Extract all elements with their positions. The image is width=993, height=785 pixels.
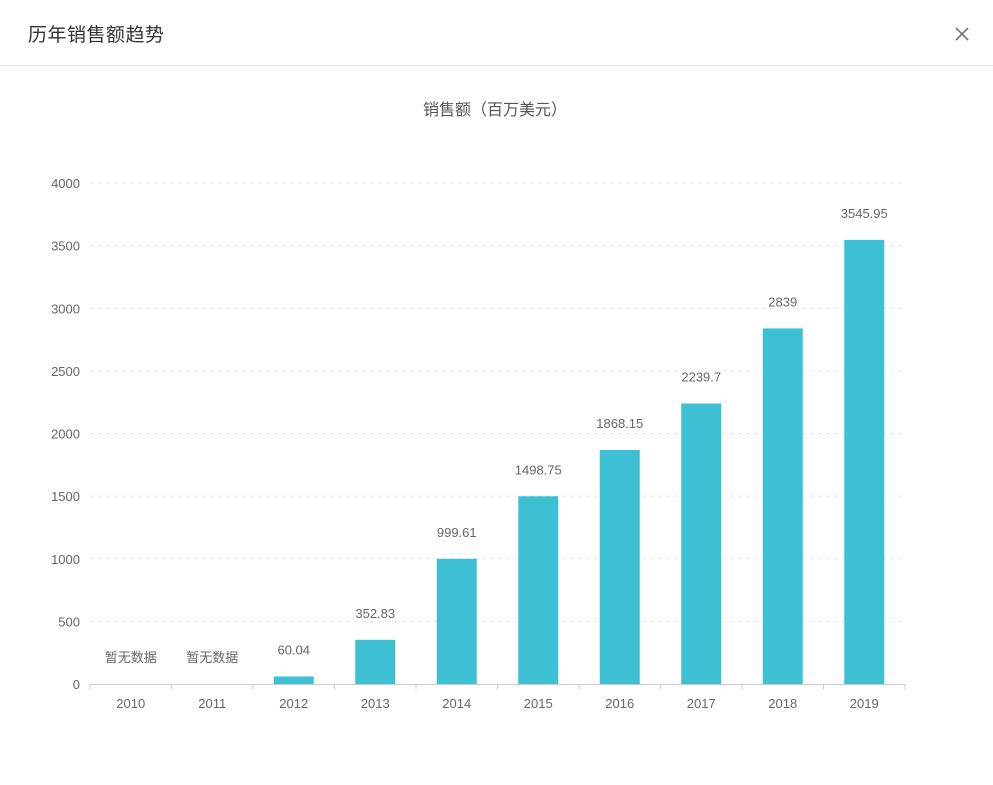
bar-2017[interactable]: [681, 403, 722, 684]
data-label-2010: 暂无数据: [105, 650, 157, 665]
data-label-2019: 3545.95: [841, 206, 888, 221]
y-tick-label: 1000: [51, 552, 80, 567]
bar-2019[interactable]: [844, 239, 885, 685]
y-tick-label: 2000: [51, 427, 80, 442]
data-label-2015: 1498.75: [515, 462, 562, 477]
bar-2014[interactable]: [436, 558, 477, 684]
y-axis-ticks: 0 500 1000 1500 2000 2500 3000 3500 4000: [51, 176, 80, 692]
sales-bar-chart: 销售额（百万美元） 0 500 1000 1500 2000 2500 3000 3500 40…: [51, 101, 906, 711]
bar-2018[interactable]: [762, 328, 803, 684]
bars: [273, 239, 885, 685]
data-label-2013: 352.83: [355, 606, 395, 621]
x-tick-label: 2011: [198, 696, 226, 711]
y-tick-label: 1500: [51, 489, 80, 504]
y-tick-label: 0: [73, 677, 80, 692]
x-axis-ticks: 2010 2011 2012 2013 2014 2015 2016 2017 2018 2019: [89, 684, 906, 711]
y-tick-label: 2500: [51, 364, 80, 379]
bar-2015[interactable]: [518, 496, 559, 684]
x-tick-label: 2014: [442, 696, 471, 711]
data-label-2017: 2239.7: [681, 369, 721, 384]
y-tick-label: 500: [58, 614, 80, 629]
data-label-2014: 999.61: [437, 525, 477, 540]
data-label-2012: 60.04: [277, 642, 310, 657]
y-tick-label: 3000: [51, 301, 80, 316]
chart-area: 销售额（百万美元） 0 500 1000 1500 2000 2500 3000 3500 40…: [0, 67, 993, 780]
dialog-header: 历年销售额趋势: [0, 0, 993, 66]
x-tick-label: 2012: [279, 696, 308, 711]
x-tick-label: 2017: [687, 696, 716, 711]
x-tick-label: 2016: [605, 696, 634, 711]
bar-2016[interactable]: [599, 450, 640, 684]
x-tick-label: 2013: [361, 696, 390, 711]
y-tick-label: 4000: [51, 176, 80, 191]
dialog-title: 历年销售额趋势: [28, 25, 165, 46]
bar-2013[interactable]: [355, 639, 396, 684]
chart-title: 销售额（百万美元）: [423, 101, 567, 119]
data-labels: 暂无数据 暂无数据 60.04 352.83 999.61 1498.75 1868.15 2…: [105, 206, 888, 665]
x-tick-label: 2019: [850, 696, 879, 711]
close-button[interactable]: [950, 22, 974, 46]
data-label-2011: 暂无数据: [186, 650, 238, 665]
data-label-2016: 1868.15: [596, 416, 643, 431]
close-icon: [955, 27, 969, 41]
x-tick-label: 2010: [116, 696, 145, 711]
y-tick-label: 3500: [51, 239, 80, 254]
x-tick-label: 2018: [768, 696, 797, 711]
data-label-2018: 2839: [768, 294, 797, 309]
x-tick-label: 2015: [524, 696, 553, 711]
bar-2012[interactable]: [273, 676, 314, 684]
